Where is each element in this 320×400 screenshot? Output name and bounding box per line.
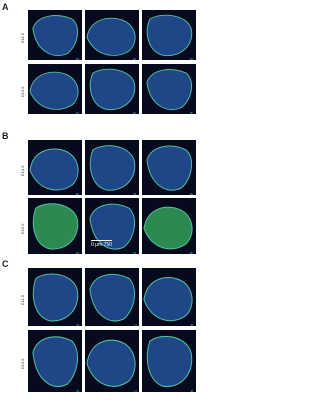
micrograph: DAPI nNOS: [85, 64, 139, 114]
channel-label: DAPI TUJ1: [133, 390, 137, 392]
micrograph: DAPI shh: [142, 330, 196, 392]
tissue: [146, 335, 193, 387]
channel-label: DAPI nNOS: [76, 193, 80, 195]
tissue: [89, 145, 136, 191]
tissue: [89, 68, 136, 110]
channel-label: DAPI shh: [190, 324, 194, 326]
scale-bar: 0 μm 750: [91, 240, 112, 248]
micrograph: DAPI nNOS: [28, 140, 82, 195]
channel-label: DAPI nNOS: [76, 252, 80, 254]
row-label: E13.5: [20, 358, 25, 369]
micrograph: DAPI VgluT2: [28, 268, 82, 326]
row-label: E13.5: [20, 86, 25, 97]
tissue: [32, 203, 79, 250]
channel-label: DAPI nNOS: [133, 112, 137, 114]
tissue: [143, 206, 193, 250]
channel-label: DAPI shh: [190, 390, 194, 392]
tissue: [146, 145, 193, 191]
channel-label: DAPI nNOS: [76, 58, 80, 60]
figure: A E11.5 DAPI nNOS DAPI nNOS DAPI nNOS E13.5 DA…: [2, 2, 196, 392]
tissue: [29, 71, 79, 110]
tissue: [89, 273, 136, 322]
tissue: [32, 336, 79, 388]
tissue: [32, 273, 79, 322]
tissue: [146, 14, 193, 56]
channel-label: DAPI nNOS: [190, 252, 194, 254]
micrograph: DAPI VgluT2: [28, 330, 82, 392]
micrograph: DAPI nNOS: [142, 140, 196, 195]
row-label: E13.5: [20, 165, 25, 176]
section-letter: B: [2, 131, 9, 141]
micrograph: DAPI TUJ1: [85, 330, 139, 392]
tissue: [29, 148, 79, 191]
section-letter: A: [2, 2, 9, 12]
channel-label: DAPI TUJ1: [133, 324, 137, 326]
channel-label: DAPI IgG: [133, 252, 137, 254]
row-label: E15.5: [20, 223, 25, 234]
tissue: [32, 15, 79, 56]
micrograph: DAPI nNOS: [142, 10, 196, 60]
micrograph: DAPI nNOS: [28, 10, 82, 60]
micrograph: DAPI nNOS: [85, 10, 139, 60]
channel-label: DAPI VgluT2: [76, 324, 80, 326]
channel-label: DAPI nNOS: [190, 193, 194, 195]
micrograph: DAPI nNOS: [28, 198, 82, 254]
channel-label: DAPI VgluT2: [76, 390, 80, 392]
micrograph: DAPI nNOS: [28, 64, 82, 114]
tissue: [89, 203, 136, 250]
channel-label: DAPI IgG: [133, 193, 137, 195]
section-letter: C: [2, 259, 9, 269]
tissue: [146, 69, 193, 110]
micrograph: DAPI TUJ1: [85, 268, 139, 326]
tissue: [86, 17, 136, 56]
tissue: [86, 339, 136, 387]
channel-label: DAPI nNOS: [76, 112, 80, 114]
tissue: [143, 277, 193, 322]
micrograph: DAPI IgG 0 μm 750: [85, 198, 139, 254]
micrograph: DAPI shh: [142, 268, 196, 326]
row-label: E11.5: [20, 294, 25, 305]
channel-label: DAPI nNOS: [133, 58, 137, 60]
micrograph: DAPI nNOS: [142, 198, 196, 254]
micrograph: DAPI IgG: [85, 140, 139, 195]
micrograph: DAPI nNOS: [142, 64, 196, 114]
channel-label: DAPI nNOS: [190, 112, 194, 114]
channel-label: DAPI nNOS: [190, 58, 194, 60]
row-label: E11.5: [20, 32, 25, 43]
